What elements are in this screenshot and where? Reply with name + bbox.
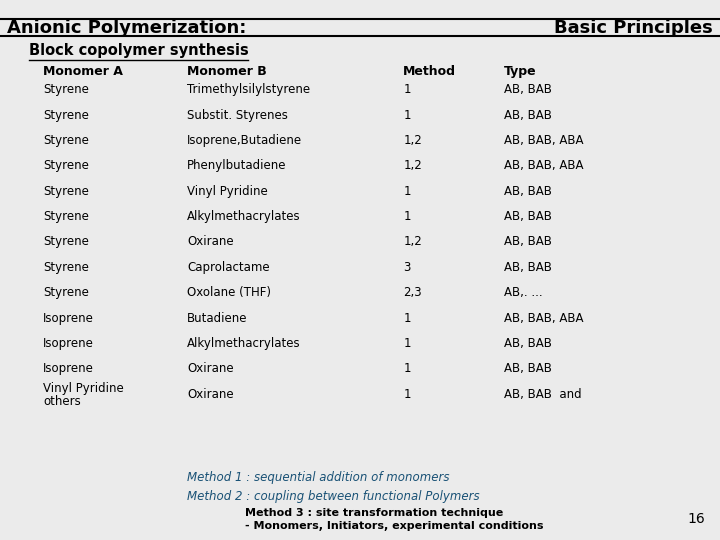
Text: Isoprene: Isoprene bbox=[43, 362, 94, 375]
Text: Phenylbutadiene: Phenylbutadiene bbox=[187, 159, 287, 172]
Text: Monomer A: Monomer A bbox=[43, 65, 123, 78]
Text: Isoprene,Butadiene: Isoprene,Butadiene bbox=[187, 134, 302, 147]
Text: 1: 1 bbox=[403, 83, 410, 96]
Text: Substit. Styrenes: Substit. Styrenes bbox=[187, 109, 288, 122]
Text: 1: 1 bbox=[403, 337, 410, 350]
Text: Styrene: Styrene bbox=[43, 185, 89, 198]
Text: Method 3 : site transformation technique: Method 3 : site transformation technique bbox=[245, 508, 503, 518]
Text: Styrene: Styrene bbox=[43, 261, 89, 274]
Text: AB, BAB: AB, BAB bbox=[504, 235, 552, 248]
Text: 1: 1 bbox=[403, 185, 410, 198]
Text: AB, BAB: AB, BAB bbox=[504, 210, 552, 223]
Text: AB, BAB: AB, BAB bbox=[504, 362, 552, 375]
Text: Block copolymer synthesis: Block copolymer synthesis bbox=[29, 43, 248, 58]
Text: Styrene: Styrene bbox=[43, 109, 89, 122]
Text: Styrene: Styrene bbox=[43, 159, 89, 172]
Text: 1: 1 bbox=[403, 109, 410, 122]
Text: Vinyl Pyridine: Vinyl Pyridine bbox=[187, 185, 268, 198]
Text: Butadiene: Butadiene bbox=[187, 312, 248, 325]
Text: 1: 1 bbox=[403, 312, 410, 325]
Text: Isoprene: Isoprene bbox=[43, 337, 94, 350]
Text: Trimethylsilylstyrene: Trimethylsilylstyrene bbox=[187, 83, 310, 96]
Text: Type: Type bbox=[504, 65, 536, 78]
Text: Monomer B: Monomer B bbox=[187, 65, 267, 78]
Text: Styrene: Styrene bbox=[43, 210, 89, 223]
Text: Styrene: Styrene bbox=[43, 83, 89, 96]
Text: AB, BAB, ABA: AB, BAB, ABA bbox=[504, 159, 583, 172]
Text: Oxolane (THF): Oxolane (THF) bbox=[187, 286, 271, 299]
Text: Oxirane: Oxirane bbox=[187, 388, 234, 401]
Text: AB, BAB  and: AB, BAB and bbox=[504, 388, 582, 401]
Text: 1: 1 bbox=[403, 388, 410, 401]
Text: others: others bbox=[43, 395, 81, 408]
Text: 1: 1 bbox=[403, 210, 410, 223]
Text: - Monomers, Initiators, experimental conditions: - Monomers, Initiators, experimental con… bbox=[245, 521, 544, 531]
Text: 1: 1 bbox=[403, 362, 410, 375]
Text: Oxirane: Oxirane bbox=[187, 362, 234, 375]
Text: Alkylmethacrylates: Alkylmethacrylates bbox=[187, 337, 301, 350]
Text: 1,2: 1,2 bbox=[403, 235, 422, 248]
Text: Styrene: Styrene bbox=[43, 235, 89, 248]
Text: AB, BAB: AB, BAB bbox=[504, 337, 552, 350]
Text: AB, BAB: AB, BAB bbox=[504, 109, 552, 122]
Text: Caprolactame: Caprolactame bbox=[187, 261, 270, 274]
Text: 3: 3 bbox=[403, 261, 410, 274]
Text: AB, BAB, ABA: AB, BAB, ABA bbox=[504, 312, 583, 325]
Text: 16: 16 bbox=[688, 512, 706, 526]
Text: Basic Principles: Basic Principles bbox=[554, 18, 713, 37]
Text: Oxirane: Oxirane bbox=[187, 235, 234, 248]
Text: Anionic Polymerization:: Anionic Polymerization: bbox=[7, 18, 246, 37]
Text: Isoprene: Isoprene bbox=[43, 312, 94, 325]
Text: AB,. ...: AB,. ... bbox=[504, 286, 543, 299]
Text: Method: Method bbox=[403, 65, 456, 78]
Text: Styrene: Styrene bbox=[43, 134, 89, 147]
Text: Method 1 : sequential addition of monomers: Method 1 : sequential addition of monome… bbox=[187, 471, 450, 484]
Text: 1,2: 1,2 bbox=[403, 134, 422, 147]
Text: AB, BAB, ABA: AB, BAB, ABA bbox=[504, 134, 583, 147]
Text: 1,2: 1,2 bbox=[403, 159, 422, 172]
Text: AB, BAB: AB, BAB bbox=[504, 261, 552, 274]
Text: Vinyl Pyridine: Vinyl Pyridine bbox=[43, 382, 124, 395]
Text: Method 2 : coupling between functional Polymers: Method 2 : coupling between functional P… bbox=[187, 490, 480, 503]
Text: Styrene: Styrene bbox=[43, 286, 89, 299]
Text: 2,3: 2,3 bbox=[403, 286, 422, 299]
Text: AB, BAB: AB, BAB bbox=[504, 185, 552, 198]
Text: Alkylmethacrylates: Alkylmethacrylates bbox=[187, 210, 301, 223]
Text: AB, BAB: AB, BAB bbox=[504, 83, 552, 96]
